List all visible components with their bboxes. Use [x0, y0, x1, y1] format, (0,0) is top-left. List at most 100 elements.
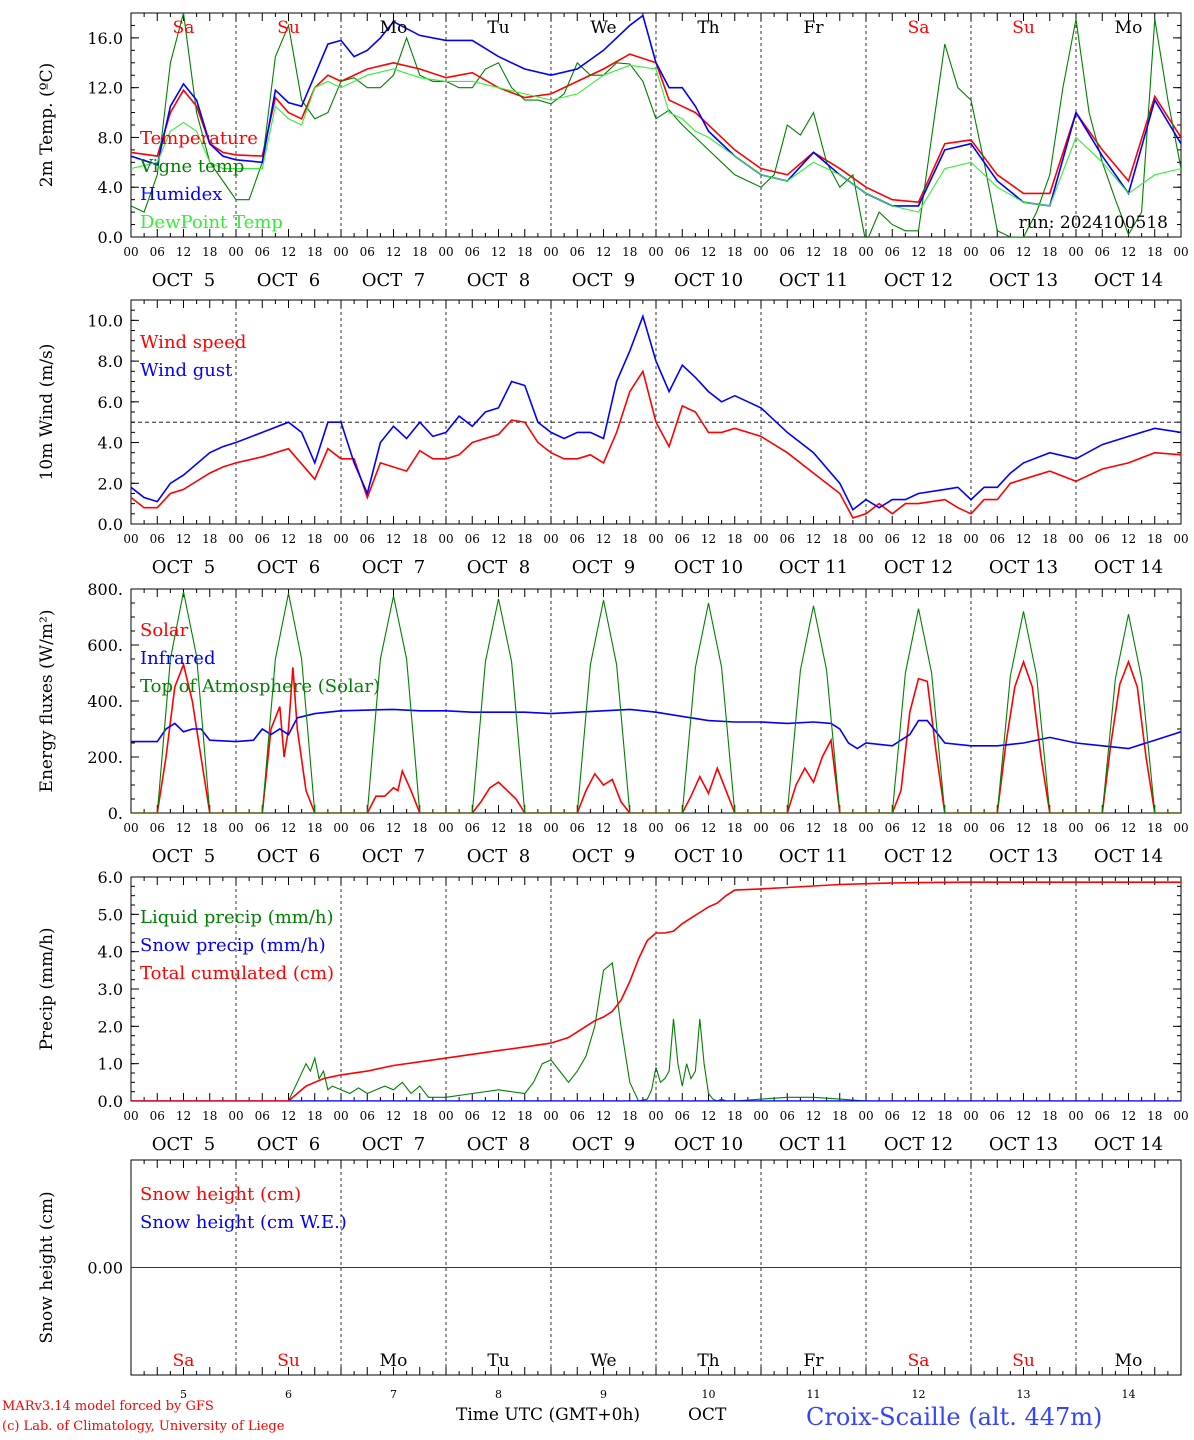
y-tick-label: 4.0 — [98, 434, 123, 453]
hour-label: 06 — [675, 821, 690, 835]
y-tick-label: 12.0 — [87, 79, 123, 98]
hour-label: 06 — [255, 821, 270, 835]
hour-label: 12 — [1016, 1109, 1031, 1123]
hour-label: 00 — [543, 821, 558, 835]
hour-label: 18 — [1042, 532, 1057, 546]
hour-label: 06 — [990, 245, 1005, 259]
date-label: OCT 14 — [1094, 557, 1163, 578]
hour-label: 18 — [412, 245, 427, 259]
y-axis-label: 10m Wind (m/s) — [37, 344, 57, 481]
hour-label: 18 — [832, 245, 847, 259]
hour-label: 06 — [885, 821, 900, 835]
hour-label: 18 — [202, 821, 217, 835]
y-tick-label: 0.0 — [98, 228, 123, 247]
hour-label: 12 — [911, 1109, 926, 1123]
hour-label: 18 — [937, 532, 952, 546]
hour-label: 12 — [701, 821, 716, 835]
date-label: OCT 8 — [467, 270, 530, 291]
hour-label: 18 — [937, 821, 952, 835]
date-label: OCT 9 — [572, 557, 635, 578]
hour-label: 12 — [1016, 245, 1031, 259]
hour-label: 06 — [570, 821, 585, 835]
hour-label: 12 — [281, 245, 296, 259]
day-name: Tu — [487, 18, 509, 38]
legend-entry: Total cumulated (cm) — [140, 963, 334, 984]
y-tick-label: 2.0 — [98, 1017, 123, 1036]
date-label: OCT 5 — [152, 557, 215, 578]
day-name: Fr — [804, 18, 825, 38]
hour-label: 06 — [990, 821, 1005, 835]
hour-label: 00 — [648, 1109, 663, 1123]
hour-label: 18 — [202, 532, 217, 546]
date-label: OCT 9 — [572, 846, 635, 867]
y-tick-label: 16.0 — [87, 29, 123, 48]
hour-label: 00 — [1173, 532, 1188, 546]
hour-label: 12 — [596, 245, 611, 259]
hour-label: 12 — [491, 532, 506, 546]
hour-label: 00 — [753, 245, 768, 259]
hour-label: 06 — [885, 532, 900, 546]
date-label: OCT 13 — [989, 270, 1058, 291]
legend-entry: Top of Atmosphere (Solar) — [140, 676, 380, 697]
hour-label: 00 — [543, 532, 558, 546]
panel-4: 0.0 1.0 2.0 3.0 4.0 5.0 6.0 Precip (mm/h) Liquid… — [37, 868, 1189, 1155]
hour-label: 06 — [885, 1109, 900, 1123]
hour-label: 18 — [727, 1109, 742, 1123]
hour-label: 00 — [753, 821, 768, 835]
hour-label: 12 — [386, 821, 401, 835]
hour-label: 00 — [123, 821, 138, 835]
hour-label: 06 — [570, 1109, 585, 1123]
hour-label: 06 — [255, 532, 270, 546]
date-label: OCT 11 — [779, 1134, 848, 1155]
y-tick-label: 6.0 — [98, 393, 123, 412]
date-label: OCT 12 — [884, 557, 953, 578]
y-tick-label: 400. — [87, 692, 123, 711]
hour-label: 00 — [648, 532, 663, 546]
date-label: OCT 10 — [674, 557, 743, 578]
hour-label: 18 — [202, 245, 217, 259]
hour-label: 00 — [1173, 821, 1188, 835]
hour-label: 18 — [307, 821, 322, 835]
hour-label: 12 — [491, 245, 506, 259]
hour-label: 18 — [622, 245, 637, 259]
copyright-credit: (c) Lab. of Climatology, University of L… — [2, 1419, 285, 1434]
date-label: OCT 12 — [884, 1134, 953, 1155]
date-label: OCT 13 — [989, 557, 1058, 578]
date-label: OCT 6 — [257, 846, 320, 867]
hour-label: 00 — [963, 245, 978, 259]
hour-label: 12 — [281, 821, 296, 835]
hour-label: 18 — [307, 1109, 322, 1123]
y-tick-label: 1.0 — [98, 1055, 123, 1074]
legend-entry: Snow precip (mm/h) — [140, 935, 326, 956]
hour-label: 06 — [675, 1109, 690, 1123]
date-label: OCT 13 — [989, 1134, 1058, 1155]
day-name: Sa — [908, 18, 930, 38]
y-tick-label: 2.0 — [98, 474, 123, 493]
hour-label: 06 — [780, 821, 795, 835]
date-label: OCT 10 — [674, 846, 743, 867]
day-name: Su — [277, 18, 300, 38]
y-tick-label: 0.0 — [98, 515, 123, 534]
hour-label: 12 — [701, 532, 716, 546]
hour-label: 18 — [727, 821, 742, 835]
hour-label: 00 — [438, 532, 453, 546]
date-label: OCT 14 — [1094, 1134, 1163, 1155]
hour-label: 18 — [202, 1109, 217, 1123]
day-name: Mo — [380, 1351, 408, 1371]
hour-label: 18 — [1147, 532, 1162, 546]
y-axis-label: 2m Temp. (ºC) — [37, 63, 57, 188]
day-name: Sa — [908, 1351, 930, 1371]
hour-label: 06 — [150, 532, 165, 546]
hour-label: 12 — [806, 821, 821, 835]
panel-5: 0.00 Snow height (cm) Snow height (cm) Snow… — [37, 1159, 1182, 1376]
hour-label: 18 — [727, 245, 742, 259]
date-label: OCT 8 — [467, 1134, 530, 1155]
series-total-cumulated-cm — [131, 881, 1181, 1101]
y-tick-label: 6.0 — [98, 868, 123, 887]
hour-label: 18 — [832, 1109, 847, 1123]
hour-label: 12 — [596, 1109, 611, 1123]
hour-label: 12 — [176, 821, 191, 835]
date-label: OCT 13 — [989, 846, 1058, 867]
hour-label: 18 — [1042, 1109, 1057, 1123]
